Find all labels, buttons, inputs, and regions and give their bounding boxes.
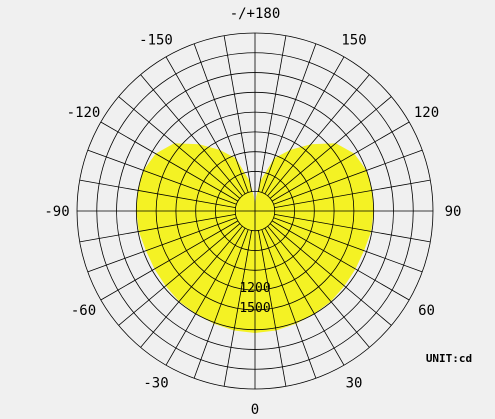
angle-grid-line	[258, 230, 287, 387]
angle-grid-line	[79, 179, 236, 208]
angle-grid-line	[100, 220, 239, 301]
angle-grid-line	[264, 227, 345, 366]
angle-grid-line	[273, 149, 423, 205]
angle-grid-line	[87, 149, 237, 205]
angle-grid-line	[258, 35, 287, 192]
angle-grid-line	[87, 217, 237, 273]
radial-tick-label: 1200	[239, 281, 270, 296]
angle-grid-line	[100, 121, 239, 202]
angle-grid-line	[140, 225, 243, 348]
angle-grid-line	[223, 35, 252, 192]
angle-tick-label: 90	[445, 204, 462, 220]
angle-labels: 0 30 60 90 120 150 -/+180 -150 -120 -90 -60 -30	[44, 6, 461, 418]
angle-grid-line	[118, 223, 241, 326]
angle-tick-label: 30	[346, 376, 363, 392]
angle-grid-line	[140, 74, 243, 197]
angle-grid-line	[193, 43, 249, 193]
angle-grid-line	[269, 96, 392, 199]
angle-tick-label: -30	[143, 376, 168, 392]
angle-tick-label: 60	[418, 303, 435, 319]
angle-tick-label: 150	[341, 33, 366, 49]
angle-tick-label: -120	[67, 105, 101, 121]
angle-grid-line	[271, 220, 410, 301]
angle-tick-label: -150	[139, 33, 173, 49]
angle-tick-label: -90	[44, 204, 69, 220]
angle-grid-line	[264, 56, 345, 195]
angle-grid-line	[118, 96, 241, 199]
angle-tick-label: -/+180	[230, 6, 281, 22]
angle-grid-line	[79, 214, 236, 243]
angular-grid	[77, 33, 433, 389]
angle-grid-line	[261, 43, 317, 193]
angle-tick-label: 0	[251, 402, 259, 418]
angle-grid-line	[267, 225, 370, 348]
angle-grid-line	[271, 121, 410, 202]
angle-grid-line	[165, 227, 246, 366]
angle-grid-line	[223, 230, 252, 387]
angle-grid-line	[274, 214, 431, 243]
angle-grid-line	[165, 56, 246, 195]
angle-tick-label: -60	[71, 303, 96, 319]
angle-grid-line	[267, 74, 370, 197]
unit-label: UNIT:cd	[426, 352, 472, 365]
angle-grid-line	[193, 229, 249, 379]
angle-grid-line	[261, 229, 317, 379]
angle-tick-label: 120	[414, 105, 439, 121]
angle-grid-line	[273, 217, 423, 273]
angle-grid-line	[274, 179, 431, 208]
radial-labels: 1200 1500	[239, 281, 270, 316]
angle-grid-line	[269, 223, 392, 326]
radial-tick-label: 1500	[239, 301, 270, 316]
